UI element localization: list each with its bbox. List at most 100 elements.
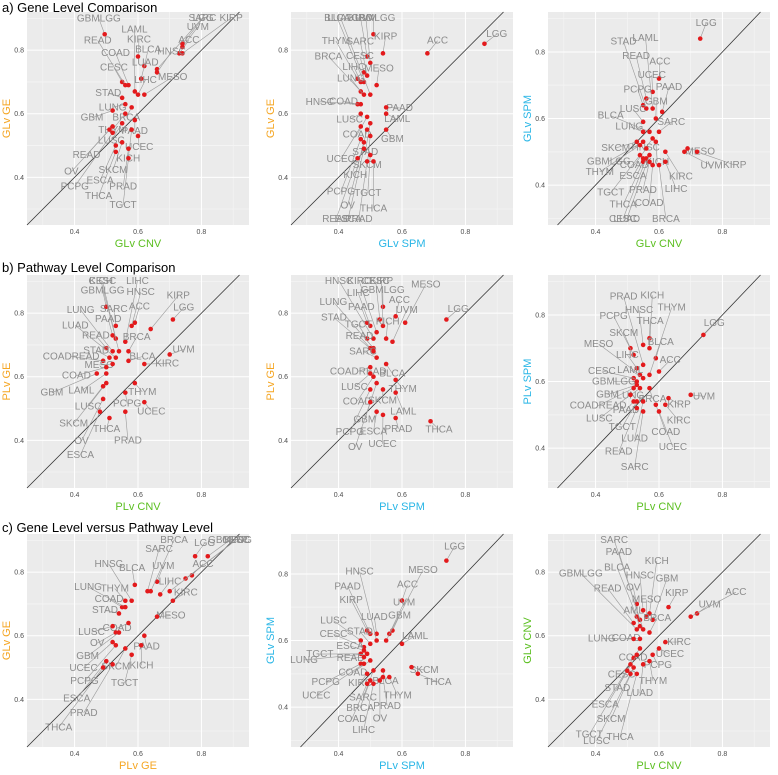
label-leader xyxy=(404,284,427,323)
data-point xyxy=(100,665,106,670)
data-point xyxy=(110,333,115,338)
data-point xyxy=(123,339,128,345)
point-label: ESCA xyxy=(63,693,91,704)
data-point xyxy=(138,76,144,82)
point-label: THYM xyxy=(586,167,614,178)
label-leader xyxy=(382,677,388,706)
label-leader xyxy=(114,588,126,601)
point-label: KIRP xyxy=(219,13,243,24)
point-label: LAML xyxy=(617,365,644,376)
y-tick-label: 0.4 xyxy=(14,438,24,445)
label-leader xyxy=(108,563,132,601)
data-point xyxy=(650,617,655,623)
point-label: ACC xyxy=(397,580,418,591)
point-label: LUSC xyxy=(586,413,613,424)
point-label: BLCA xyxy=(119,563,145,574)
point-label: GBM xyxy=(388,610,411,621)
identity-line xyxy=(547,533,761,748)
point-label: COAD xyxy=(343,396,372,407)
data-point xyxy=(634,627,640,632)
point-label: KIRC xyxy=(669,172,693,183)
data-point xyxy=(647,385,652,391)
x-tick-label: 0.4 xyxy=(70,751,80,758)
point-label: KICH xyxy=(376,317,400,328)
point-label: STAD xyxy=(610,36,636,47)
data-point xyxy=(132,380,138,386)
x-axis-title: PLv CNV xyxy=(115,501,161,513)
point-label: CESC xyxy=(89,276,117,287)
data-point xyxy=(640,399,646,404)
label-leader xyxy=(446,546,455,561)
label-leader xyxy=(360,17,368,57)
data-point xyxy=(367,152,373,158)
label-leader xyxy=(182,17,232,54)
label-leader xyxy=(658,61,661,79)
point-label: LIHC xyxy=(126,276,149,287)
point-label: GBMLGG xyxy=(587,156,631,167)
data-point xyxy=(656,646,662,651)
point-label: BRCA xyxy=(315,51,343,62)
data-point xyxy=(634,379,640,384)
label-leader xyxy=(95,335,107,349)
point-label: UCEC xyxy=(327,154,355,165)
point-label: GBM xyxy=(645,97,668,108)
y-tick-label: 0.6 xyxy=(14,374,24,381)
point-label: GBMLGG xyxy=(81,285,125,296)
y-tick-label: 0.6 xyxy=(535,116,545,123)
point-label: PCPG xyxy=(599,311,628,322)
y-tick-label: 0.8 xyxy=(14,48,24,55)
point-label: MESO xyxy=(84,360,114,371)
point-label: PAAD xyxy=(122,126,149,137)
point-label: PCPG xyxy=(623,84,652,95)
point-label: UVM xyxy=(187,22,209,33)
label-leader xyxy=(347,148,365,220)
label-leader xyxy=(137,39,140,57)
data-point xyxy=(631,352,636,358)
data-point xyxy=(364,54,370,59)
point-label: CESC xyxy=(100,63,128,74)
point-label: BRCA xyxy=(639,394,667,405)
label-leader xyxy=(144,76,173,95)
data-point xyxy=(644,146,649,151)
point-label: LUNG xyxy=(290,655,318,666)
label-leader xyxy=(359,55,365,73)
data-point xyxy=(126,620,131,626)
data-point xyxy=(663,159,668,165)
point-label: SARC xyxy=(600,535,628,546)
label-leader xyxy=(99,145,117,181)
data-point xyxy=(659,109,665,115)
x-tick-label: 0.6 xyxy=(133,492,143,499)
data-point xyxy=(374,409,379,415)
label-leader xyxy=(316,663,365,696)
x-tick-label: 0.4 xyxy=(334,751,344,758)
data-point xyxy=(132,117,138,123)
point-label: COAD xyxy=(95,594,124,605)
data-point xyxy=(393,415,398,421)
point-label: LAML xyxy=(402,631,429,642)
data-point xyxy=(364,320,370,325)
point-label: COADREAD xyxy=(43,352,100,363)
point-label: MESO xyxy=(686,146,716,157)
y-tick-label: 0.4 xyxy=(14,175,24,182)
label-leader xyxy=(303,653,368,661)
scatter-panel-3: 0.4 0.6 0.8 0.4 0.6 0.8 LGG ACC UCEC READ PCPG STAD… xyxy=(522,11,770,250)
point-label: PRAD xyxy=(373,701,401,712)
label-leader xyxy=(684,151,712,166)
point-label: ACC xyxy=(660,355,681,366)
data-point xyxy=(361,654,367,660)
data-point xyxy=(103,371,109,376)
point-label: LGG xyxy=(448,304,469,315)
label-leader xyxy=(696,151,735,166)
point-label: LUAD xyxy=(621,434,648,445)
label-leader xyxy=(634,411,644,467)
point-label: LUNG xyxy=(320,297,348,308)
data-point xyxy=(103,364,109,370)
data-point xyxy=(180,44,185,50)
point-label: COAD xyxy=(103,623,132,634)
label-leader xyxy=(630,369,644,379)
data-point xyxy=(123,390,128,395)
point-label: ACC xyxy=(178,35,199,46)
label-leader xyxy=(373,411,377,432)
data-point xyxy=(656,129,662,135)
label-leader xyxy=(665,151,682,177)
